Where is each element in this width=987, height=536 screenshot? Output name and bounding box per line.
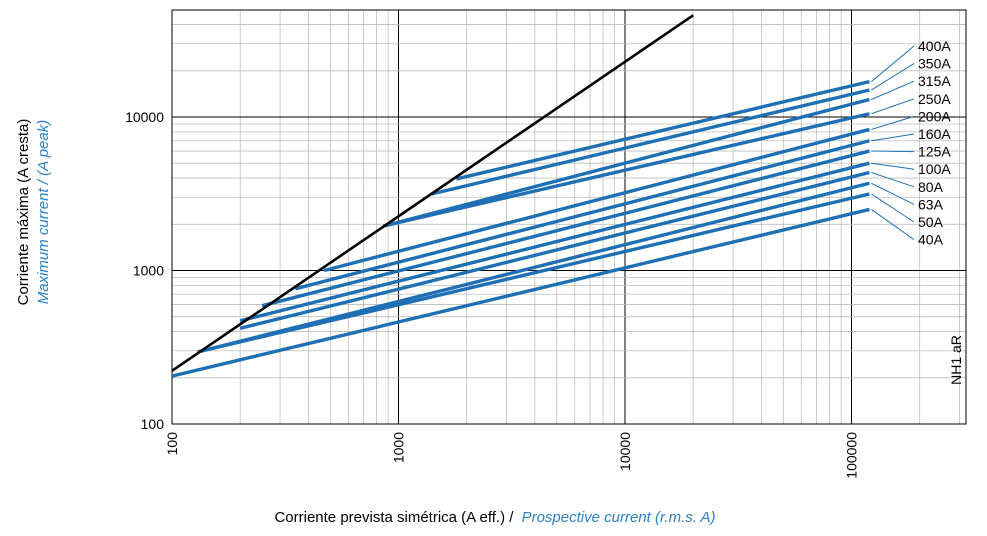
- legend-leader-400a: [871, 45, 915, 83]
- legend-leader-125a: [871, 150, 915, 153]
- legend-label-80a: 80A: [918, 179, 944, 195]
- series-line-315a: [383, 97, 870, 228]
- fuse-type-annotation: NH1 aR: [948, 335, 964, 385]
- legend-label-63a: 63A: [918, 196, 944, 212]
- series-line-350a: [431, 88, 870, 196]
- legend-label-100a: 100A: [918, 161, 951, 177]
- legend-leader-40a: [871, 209, 915, 241]
- series-line-100a: [239, 161, 870, 323]
- legend-label-315a: 315A: [918, 73, 951, 89]
- series-line-80a: [239, 170, 870, 330]
- x-axis-title-es: Corriente prevista simétrica (A eff.) /: [274, 509, 514, 526]
- y-tick-label: 100: [141, 416, 165, 432]
- series-line-400a: [455, 79, 870, 181]
- series-line-160a: [294, 139, 870, 291]
- legend-leader-80a: [871, 172, 915, 188]
- series-line-63a: [197, 181, 870, 354]
- legend-label-50a: 50A: [918, 214, 944, 230]
- y-axis-title-en: Maximum current / (A peak): [35, 120, 52, 305]
- legend-leader-100a: [871, 162, 915, 170]
- legend-label-200a: 200A: [918, 108, 951, 124]
- tick-labels: 100 1000 10000 100 1000 10000 100000: [125, 109, 859, 479]
- legend-label-250a: 250A: [918, 91, 951, 107]
- y-tick-label: 10000: [125, 109, 164, 125]
- legend-label-400a: 400A: [918, 38, 951, 54]
- plot-frame: [171, 9, 967, 425]
- legend-label-350a: 350A: [918, 56, 951, 72]
- legend-label-160a: 160A: [918, 126, 951, 142]
- x-axis-title-en: Prospective current (r.m.s. A): [522, 509, 716, 526]
- x-tick-label: 100000: [844, 432, 860, 479]
- legend-leader-160a: [871, 133, 915, 142]
- legend-leader-63a: [871, 182, 915, 205]
- legend-label-40a: 40A: [918, 232, 944, 248]
- legend-leader-315a: [871, 80, 915, 100]
- series-line-40a: [172, 207, 870, 378]
- limit-line-group: [172, 14, 694, 372]
- y-axis-title-es: Corriente máxima (A cresta): [15, 119, 32, 306]
- series-line-250a: [383, 112, 870, 228]
- legend-leaders: [871, 45, 915, 241]
- legend-leader-350a: [871, 63, 915, 91]
- series-line-50a: [197, 192, 870, 354]
- x-tick-label: 10000: [617, 432, 633, 471]
- legend-label-125a: 125A: [918, 144, 951, 160]
- x-axis-title: Corriente prevista simétrica (A eff.) / …: [274, 509, 715, 526]
- series-line-200a: [323, 127, 870, 273]
- y-tick-label: 1000: [133, 263, 164, 279]
- limit-line: [172, 14, 694, 372]
- series-group: [172, 79, 870, 378]
- legend-leader-200a: [871, 115, 915, 130]
- legend-leader-250a: [871, 98, 915, 115]
- x-tick-label: 1000: [391, 432, 407, 463]
- legend-leader-50a: [871, 193, 915, 223]
- series-line-125a: [261, 149, 870, 308]
- x-tick-label: 100: [164, 432, 180, 456]
